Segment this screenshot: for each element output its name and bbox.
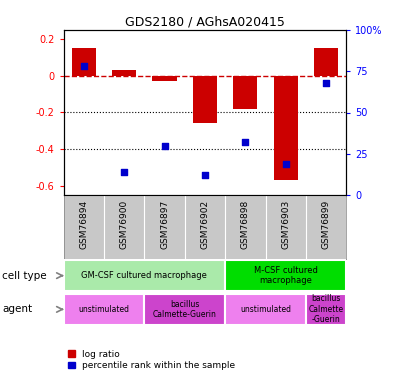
Title: GDS2180 / AGhsA020415: GDS2180 / AGhsA020415 [125,16,285,29]
Bar [273,76,298,180]
Legend: log ratio, percentile rank within the sample: log ratio, percentile rank within the sa… [68,350,235,370]
Text: GSM76899: GSM76899 [322,200,331,249]
Bar [306,294,346,325]
Point [202,172,208,178]
Bar [64,294,144,325]
Bar [152,76,177,81]
Text: GM-CSF cultured macrophage: GM-CSF cultured macrophage [82,271,207,280]
Point [283,160,289,166]
Point [162,142,168,148]
Bar [72,48,96,76]
Text: unstimulated: unstimulated [240,305,291,314]
Text: GSM76897: GSM76897 [160,200,169,249]
Point [121,169,127,175]
Bar [225,294,306,325]
Text: GSM76898: GSM76898 [241,200,250,249]
Point [81,63,87,69]
Bar [314,48,338,76]
Bar [193,76,217,123]
Text: unstimulated: unstimulated [78,305,129,314]
Text: bacillus
Calmette
-Guerin: bacillus Calmette -Guerin [308,294,343,324]
Bar [64,260,225,291]
Bar [144,294,225,325]
Text: GSM76902: GSM76902 [201,200,209,249]
Bar [112,70,137,76]
Text: GSM76894: GSM76894 [79,200,88,249]
Text: agent: agent [2,304,32,314]
Point [323,80,329,86]
Point [242,139,248,145]
Text: M-CSF cultured
macrophage: M-CSF cultured macrophage [254,266,318,285]
Text: GSM76900: GSM76900 [120,200,129,249]
Text: GSM76903: GSM76903 [281,200,290,249]
Text: cell type: cell type [2,271,47,280]
Bar [225,260,346,291]
Text: bacillus
Calmette-Guerin: bacillus Calmette-Guerin [153,300,217,319]
Bar [233,76,258,109]
